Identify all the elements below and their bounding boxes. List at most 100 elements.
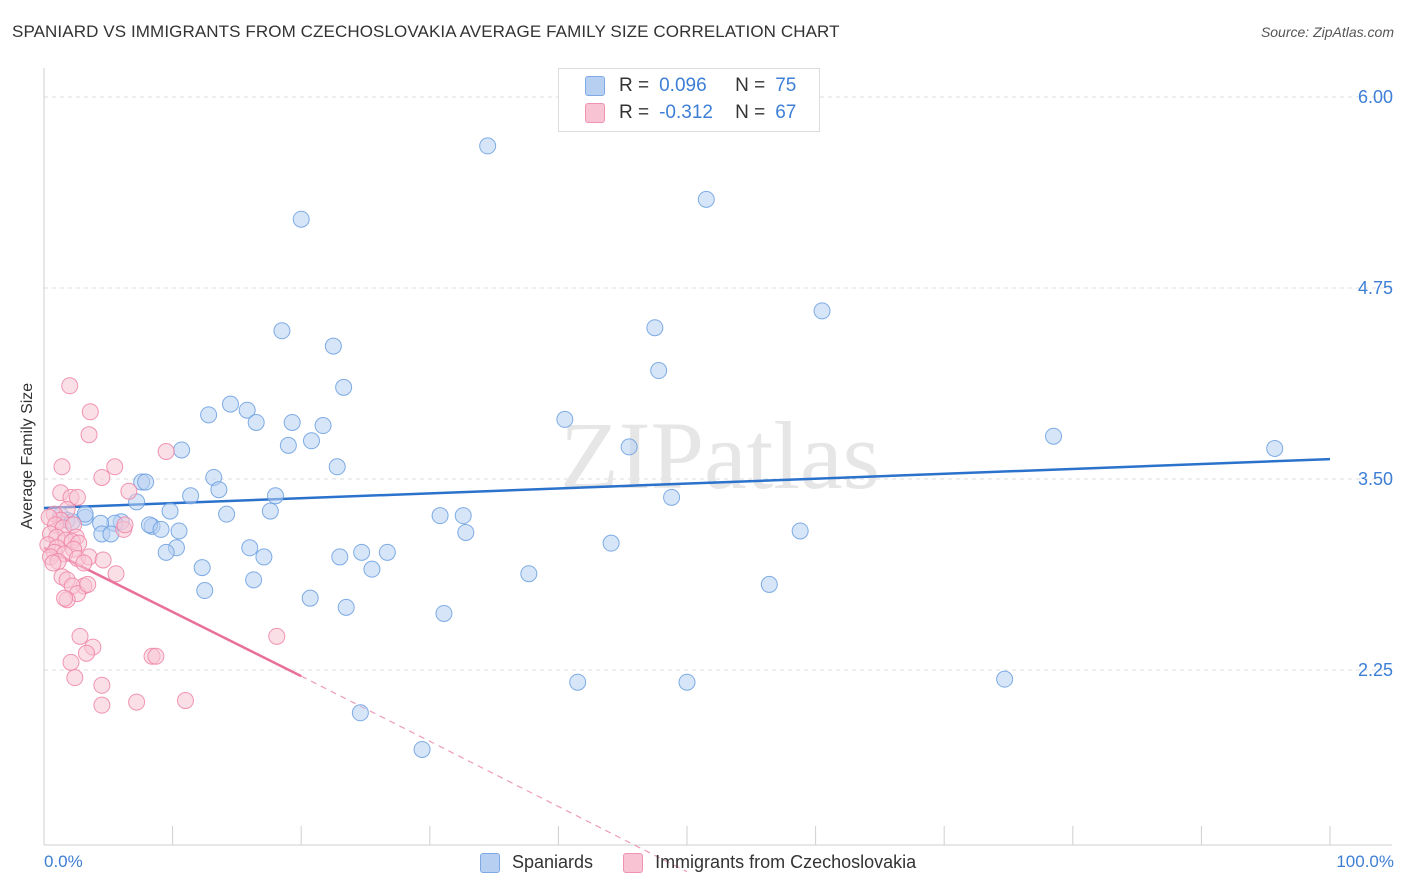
stats-swatch-blue: [585, 76, 605, 96]
source-label: Source: ZipAtlas.com: [1260, 24, 1394, 40]
point-spaniards: [273, 322, 291, 340]
y-tick-label: 3.50: [1358, 469, 1393, 489]
point-czech: [116, 516, 134, 534]
point-spaniards: [161, 502, 179, 520]
n-label: N =: [735, 75, 766, 96]
point-czech: [79, 575, 97, 593]
point-spaniards: [663, 488, 681, 506]
stats-box: R = 0.096 N = 75 R = -0.312 N = 67: [558, 68, 820, 132]
point-czech: [44, 554, 62, 572]
stats-swatch-pink: [585, 103, 605, 123]
point-spaniards: [218, 505, 236, 523]
point-czech: [75, 554, 93, 572]
point-spaniards: [602, 534, 620, 552]
x-tick-label-min: 0.0%: [44, 852, 83, 871]
n-value: 67: [775, 102, 797, 123]
point-spaniards: [193, 559, 211, 577]
point-czech: [66, 669, 84, 687]
point-czech: [147, 647, 165, 665]
point-spaniards: [760, 575, 778, 593]
point-spaniards: [678, 673, 696, 691]
point-spaniards: [279, 436, 297, 454]
point-spaniards: [454, 507, 472, 525]
point-spaniards: [324, 337, 342, 355]
data-points: [39, 137, 1284, 758]
stats-row-czech: R = -0.312 N = 67: [585, 100, 796, 126]
point-czech: [80, 426, 98, 444]
legend-item-czech[interactable]: Immigrants from Czechoslovakia: [623, 852, 916, 873]
trend-line-spaniards: [43, 457, 1331, 510]
point-czech: [71, 627, 89, 645]
point-czech: [128, 693, 146, 711]
point-czech: [176, 692, 194, 710]
point-czech: [94, 551, 112, 569]
point-czech: [107, 565, 125, 583]
point-spaniards: [157, 543, 175, 561]
point-spaniards: [520, 565, 538, 583]
r-label: R =: [619, 75, 650, 96]
point-spaniards: [241, 539, 259, 557]
y-tick-labels: 6.00 4.75 3.50 2.25: [1358, 87, 1393, 680]
point-spaniards: [210, 481, 228, 499]
point-spaniards: [431, 507, 449, 525]
y-axis-label: Average Family Size: [19, 382, 36, 530]
point-spaniards: [170, 522, 188, 540]
r-value: -0.312: [659, 102, 713, 123]
point-czech: [106, 458, 124, 476]
n-value: 75: [775, 75, 797, 96]
point-czech: [93, 676, 111, 694]
point-spaniards: [457, 523, 475, 541]
point-czech: [77, 644, 95, 662]
point-spaniards: [283, 413, 301, 431]
point-spaniards: [238, 401, 256, 419]
point-spaniards: [378, 543, 396, 561]
point-spaniards: [353, 543, 371, 561]
point-spaniards: [650, 362, 668, 380]
legend-label-czech: Immigrants from Czechoslovakia: [655, 852, 917, 872]
point-spaniards: [351, 704, 369, 722]
point-spaniards: [337, 598, 355, 616]
y-tick-label: 4.75: [1358, 278, 1393, 298]
point-spaniards: [620, 438, 638, 456]
r-label: R =: [619, 102, 650, 123]
point-spaniards: [1045, 427, 1063, 445]
point-spaniards: [302, 432, 320, 450]
point-spaniards: [301, 589, 319, 607]
point-spaniards: [314, 417, 332, 435]
point-spaniards: [435, 604, 453, 622]
point-spaniards: [266, 487, 284, 505]
legend: Spaniards Immigrants from Czechoslovakia: [480, 852, 946, 873]
n-label: N =: [735, 102, 766, 123]
point-spaniards: [413, 740, 431, 758]
point-spaniards: [556, 410, 574, 428]
r-value: 0.096: [659, 75, 707, 96]
legend-item-spaniards[interactable]: Spaniards: [480, 852, 593, 873]
point-spaniards: [791, 522, 809, 540]
point-czech: [157, 442, 175, 460]
y-tick-label: 6.00: [1358, 87, 1393, 107]
point-spaniards: [363, 560, 381, 578]
point-czech: [56, 589, 74, 607]
point-spaniards: [196, 582, 214, 600]
point-czech: [120, 482, 138, 500]
point-spaniards: [1266, 439, 1284, 457]
point-spaniards: [813, 302, 831, 320]
point-spaniards: [479, 137, 497, 155]
point-czech: [61, 377, 79, 395]
y-tick-label: 2.25: [1358, 660, 1393, 680]
point-spaniards: [996, 670, 1014, 688]
point-spaniards: [697, 190, 715, 208]
point-spaniards: [646, 319, 664, 337]
point-spaniards: [221, 395, 239, 413]
x-tick-label-max: 100.0%: [1336, 852, 1394, 871]
point-czech: [268, 627, 286, 645]
point-spaniards: [173, 441, 191, 459]
point-spaniards: [152, 520, 170, 538]
legend-swatch-blue: [480, 852, 500, 873]
legend-label-spaniards: Spaniards: [512, 852, 594, 872]
point-czech: [81, 403, 99, 421]
trend-lines: [43, 457, 1331, 873]
point-czech: [93, 696, 111, 714]
point-spaniards: [569, 673, 587, 691]
